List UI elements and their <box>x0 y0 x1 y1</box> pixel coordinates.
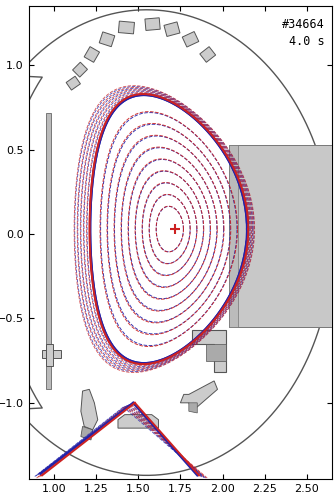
Polygon shape <box>46 112 51 390</box>
Polygon shape <box>99 32 115 46</box>
Polygon shape <box>189 403 197 413</box>
Polygon shape <box>200 46 216 62</box>
Polygon shape <box>118 414 158 428</box>
Polygon shape <box>164 22 180 36</box>
Bar <box>229 144 335 327</box>
Bar <box>229 144 238 327</box>
Polygon shape <box>73 62 87 77</box>
Polygon shape <box>84 46 99 62</box>
Polygon shape <box>182 32 199 47</box>
Polygon shape <box>81 426 93 440</box>
Polygon shape <box>66 76 80 90</box>
Polygon shape <box>81 390 98 430</box>
Polygon shape <box>206 344 226 360</box>
Polygon shape <box>118 21 134 34</box>
Polygon shape <box>192 330 226 372</box>
Bar <box>42 350 61 358</box>
Text: #34664
4.0 s: #34664 4.0 s <box>282 18 325 48</box>
Polygon shape <box>181 381 217 412</box>
Polygon shape <box>145 18 160 30</box>
Bar <box>46 344 53 366</box>
